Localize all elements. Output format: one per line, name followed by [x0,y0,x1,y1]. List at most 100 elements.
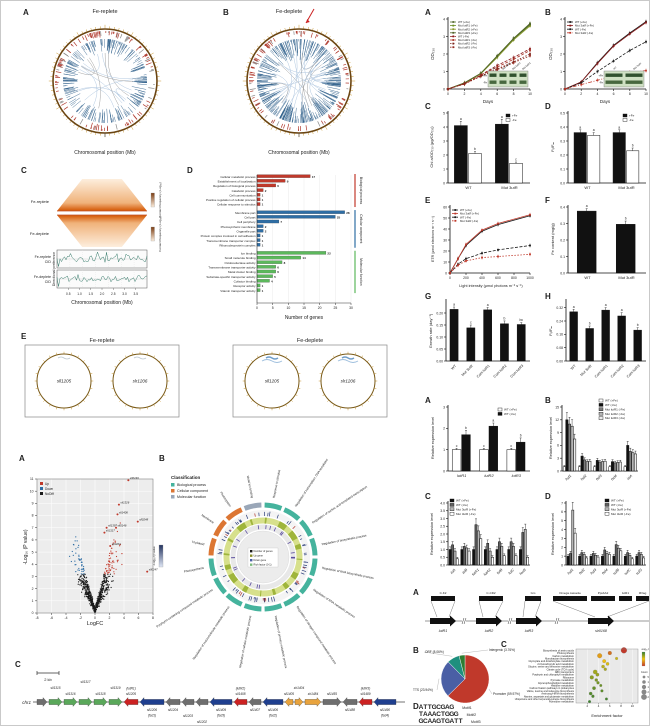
svg-text:Carbon metabolism: Carbon metabolism [552,655,574,658]
panel-letter-growth-a: A [425,8,431,17]
svg-text:0.5: 0.5 [560,111,565,115]
svg-text:Cellular metabolic process: Cellular metabolic process [220,175,256,179]
svg-text:2: 2 [443,427,445,431]
svg-text:sll1203: sll1203 [183,714,193,718]
svg-text:9: 9 [557,431,559,435]
svg-text:22: 22 [327,252,331,256]
svg-text:WT (-Fe): WT (-Fe) [458,35,469,39]
svg-text:Cellular component: Cellular component [359,214,363,243]
svg-text:2: 2 [109,616,111,620]
svg-text:2: 2 [32,587,34,591]
svg-text:17: 17 [312,175,316,179]
svg-text:Mut lutR1: Mut lutR1 [502,61,512,70]
svg-text:1: 1 [262,239,264,243]
svg-text:T: T [428,704,432,711]
svg-text:9: 9 [32,502,34,506]
svg-text:0.4: 0.4 [560,205,565,209]
svg-text:Mut 3utR: Mut 3utR [580,364,593,377]
panel-letter-hic: C [21,166,27,175]
svg-text:0.3: 0.3 [560,139,565,143]
svg-text:Regulation of biological proce: Regulation of biological process [213,184,256,188]
svg-text:Mut lutR1 (+Fe): Mut lutR1 (+Fe) [458,24,478,28]
svg-text:1: 1 [32,599,34,603]
svg-text:0: 0 [449,276,451,280]
panel-letter-expr-a: A [425,396,431,405]
svg-text:Receptor activity: Receptor activity [233,284,256,288]
svg-text:futA1: futA1 [471,568,480,577]
svg-text:TTS (23.94%): TTS (23.94%) [413,688,433,692]
svg-text:25: 25 [648,696,650,699]
svg-text:a: a [501,115,503,119]
deplete-arrowhead-icon [306,19,310,23]
svg-text:-Fe: -Fe [483,81,487,85]
svg-text:4: 4 [560,17,562,21]
svg-text:15: 15 [648,686,650,689]
svg-text:NoDiff: NoDiff [45,492,54,496]
svg-text:a: a [621,308,623,312]
circos-replete-title: Fe-replete [92,9,117,15]
svg-text:-Fe: -Fe [512,118,517,122]
panel-letter-etr: E [425,196,431,205]
go-bar-chart: Cellular metabolic process 17Establishmen… [201,174,363,310]
svg-text:1: 1 [262,234,264,238]
svg-text:(lutR2): (lutR2) [236,687,246,691]
svg-text:sll1489: sll1489 [360,692,370,696]
svg-text:4: 4 [123,616,125,620]
svg-text:a: a [593,128,595,132]
svg-text:0: 0 [443,469,445,473]
svg-text:sll0247: sll0247 [149,568,158,572]
svg-text:3.5: 3.5 [440,509,445,513]
svg-text:Ion binding: Ion binding [241,252,256,256]
svg-text:(fsd2): (fsd2) [269,714,277,718]
svg-text:1: 1 [262,243,264,247]
svg-text:WT: WT [465,185,472,190]
fe-content-bar-chart: 0.0 0.1 0.2 0.3 0.4 a WT b Mut 3utR [560,204,646,280]
svg-text:Mut lutR2 (-Fe): Mut lutR2 (-Fe) [458,42,477,46]
circular-go-plot: Response to stimulus Regulation of transc… [152,458,375,669]
svg-text:WT (+Fe): WT (+Fe) [504,408,517,412]
svg-text:+Fe: +Fe [512,114,518,118]
panel-letter-construct: A [413,588,419,597]
svg-text:30: 30 [443,238,447,242]
svg-text:5: 5 [32,550,34,554]
svg-text:6: 6 [609,704,611,708]
svg-text:6: 6 [557,444,559,448]
go-bars-xlabel: Number of genes [285,315,324,321]
svg-text:(fsd3): (fsd3) [217,714,225,718]
svg-text:0.0: 0.0 [560,271,565,275]
panel-letter-pie: B [413,646,419,655]
svg-text:2: 2 [561,546,563,550]
svg-text:G: G [436,718,441,725]
svg-text:a: a [460,117,462,121]
svg-text:Cell part: Cell part [244,216,255,220]
svg-text:0.5: 0.5 [440,556,445,560]
svg-text:A: A [419,704,424,711]
volcano-plot: sll0249 sll1326 sll1406 sll0248 sll1397 sll01… [30,476,158,620]
svg-text:Biological process: Biological process [177,483,206,487]
svg-text:0.10: 0.10 [436,335,443,339]
svg-text:0: 0 [561,563,563,567]
svg-text:Porphyrin and chlorophyll meta: Porphyrin and chlorophyll metabolism [532,674,574,677]
panel-letter-gene-map: C [15,660,21,669]
svg-text:3: 3 [560,35,562,39]
svg-text:Mut lutR3 (-Fe): Mut lutR3 (-Fe) [458,45,477,49]
plasmid-box2-title: Fe-deplete [297,338,323,344]
svg-text:4: 4 [596,92,598,96]
svg-text:fsd2: fsd2 [578,568,586,576]
svg-text:0: 0 [256,306,258,310]
svg-text:+Fe: +Fe [629,114,635,118]
svg-text:12: 12 [555,418,559,422]
plasmid-box1-title: Fe-replete [89,338,114,344]
svg-text:lutR3: lutR3 [512,473,522,478]
svg-text:Rich factor (0-1): Rich factor (0-1) [254,564,272,567]
svg-text:sufS: sufS [635,567,643,575]
svg-text:5: 5 [561,519,563,523]
svg-text:G: G [454,711,459,718]
svg-text:0.00: 0.00 [436,359,443,363]
svg-text:-6: -6 [50,616,53,620]
svg-text:futC: futC [508,568,516,576]
svg-text:Biosynthesis of amino acids: Biosynthesis of amino acids [543,649,575,652]
svg-text:Com lutR2: Com lutR2 [493,364,508,379]
svg-text:Vitamin transporter activity: Vitamin transporter activity [220,289,256,293]
svg-text:Mut lutR2: Mut lutR2 [512,61,522,70]
